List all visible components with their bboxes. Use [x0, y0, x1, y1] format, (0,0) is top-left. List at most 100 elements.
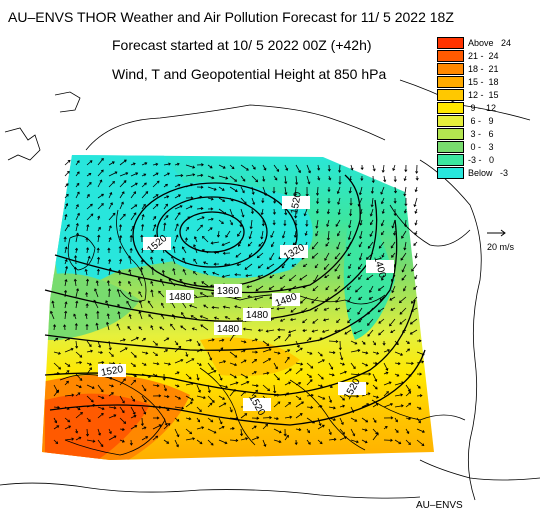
wind-vector-head	[216, 234, 220, 238]
wind-vector-head	[88, 172, 92, 176]
wind-vector	[327, 230, 330, 240]
wind-vector-head	[369, 222, 373, 226]
wind-vector	[240, 186, 245, 193]
wind-vector-head	[221, 221, 224, 225]
wind-vector-head	[338, 347, 342, 351]
wind-vector	[294, 186, 297, 196]
wind-vector	[372, 384, 378, 390]
wind-vector	[262, 358, 271, 364]
wind-vector-head	[245, 274, 249, 278]
wind-vector-head	[225, 385, 229, 389]
wind-vector-head	[294, 215, 298, 219]
wind-vector-head	[321, 424, 325, 428]
wind-vector-head	[180, 359, 184, 362]
wind-vector-head	[269, 257, 273, 261]
wind-vector-head	[155, 194, 159, 197]
wind-vector	[129, 269, 132, 276]
wind-vector	[53, 324, 56, 331]
wind-vector-head	[189, 431, 193, 435]
wind-vector-head	[411, 268, 414, 272]
legend-label: 9 - 12	[468, 103, 497, 113]
wind-vector	[338, 208, 341, 215]
wind-vector	[262, 439, 266, 447]
wind-vector-head	[58, 366, 62, 370]
wind-vector	[394, 405, 404, 408]
wind-vector-head	[182, 268, 186, 272]
wind-vector-head	[236, 317, 240, 321]
wind-vector	[53, 351, 61, 355]
legend-label: Above 24	[468, 38, 512, 48]
wind-vector	[97, 235, 100, 243]
wind-vector	[194, 236, 198, 243]
wind-vector-head	[401, 269, 405, 273]
wind-vector	[234, 305, 242, 309]
wind-vector-head	[199, 409, 202, 412]
wind-vector	[185, 428, 192, 435]
wind-vector-head	[85, 303, 89, 306]
wind-vector-head	[50, 310, 53, 314]
wind-vector	[218, 417, 223, 424]
wind-vector-head	[255, 389, 258, 393]
wind-vector-head	[348, 266, 352, 270]
wind-vector-head	[278, 256, 282, 260]
wind-vector-head	[112, 212, 116, 216]
wind-vector-head	[408, 402, 412, 406]
wind-vector-head	[340, 357, 344, 361]
wind-vector-head	[256, 436, 260, 440]
wind-vector-head	[324, 258, 327, 261]
wind-vector-head	[414, 255, 418, 259]
wind-vector	[372, 340, 376, 346]
wind-vector	[75, 373, 83, 381]
wind-vector	[284, 368, 292, 375]
wind-vector	[163, 163, 171, 166]
wind-vector-head	[107, 288, 111, 292]
wind-vector	[336, 241, 341, 250]
wind-vector	[97, 203, 104, 210]
wind-vector-head	[210, 197, 214, 201]
wind-vector-head	[213, 369, 217, 373]
wind-vector-head	[414, 232, 418, 236]
wind-vector	[229, 373, 237, 379]
wind-vector	[380, 186, 385, 195]
wind-vector	[141, 267, 143, 276]
forecast-title: AU–ENVS THOR Weather and Air Pollution F…	[8, 9, 454, 25]
wind-vector	[273, 336, 281, 342]
wind-vector-head	[176, 162, 180, 166]
wind-vector-head	[334, 288, 338, 292]
wind-vector	[207, 362, 214, 370]
wind-vector	[349, 186, 352, 193]
wind-vector-head	[337, 212, 341, 216]
wind-vector-head	[77, 212, 80, 216]
wind-vector	[64, 214, 67, 221]
wind-vector-head	[118, 280, 122, 284]
wind-vector	[163, 195, 169, 199]
wind-vector-head	[210, 292, 214, 296]
wind-vector-head	[407, 348, 411, 352]
wind-vector	[174, 428, 179, 437]
wind-vector-head	[176, 434, 180, 438]
wind-vector	[130, 212, 137, 221]
wind-vector	[185, 373, 192, 380]
wind-vector-head	[121, 439, 125, 443]
wind-vector	[295, 413, 303, 419]
wind-vector-head	[210, 207, 214, 211]
wind-vector-head	[342, 397, 345, 401]
wind-vector-head	[368, 372, 372, 376]
wind-vector	[369, 285, 374, 293]
contour-label: 1520	[289, 191, 304, 215]
wind-vector	[185, 339, 192, 342]
wind-vector-head	[114, 171, 118, 175]
wind-vector-head	[319, 441, 323, 445]
wind-vector-head	[221, 338, 225, 342]
wind-vector	[130, 362, 136, 367]
wind-vector	[229, 175, 237, 182]
wind-vector	[261, 208, 264, 215]
wind-vector-head	[178, 194, 181, 198]
wind-vector-head	[289, 368, 292, 372]
wind-vector-head	[163, 222, 167, 226]
wind-vector-head	[63, 236, 67, 240]
wind-vector-head	[244, 413, 248, 416]
wind-vector-head	[141, 214, 145, 217]
wind-vector-head	[288, 381, 292, 385]
wind-vector-head	[399, 321, 403, 325]
